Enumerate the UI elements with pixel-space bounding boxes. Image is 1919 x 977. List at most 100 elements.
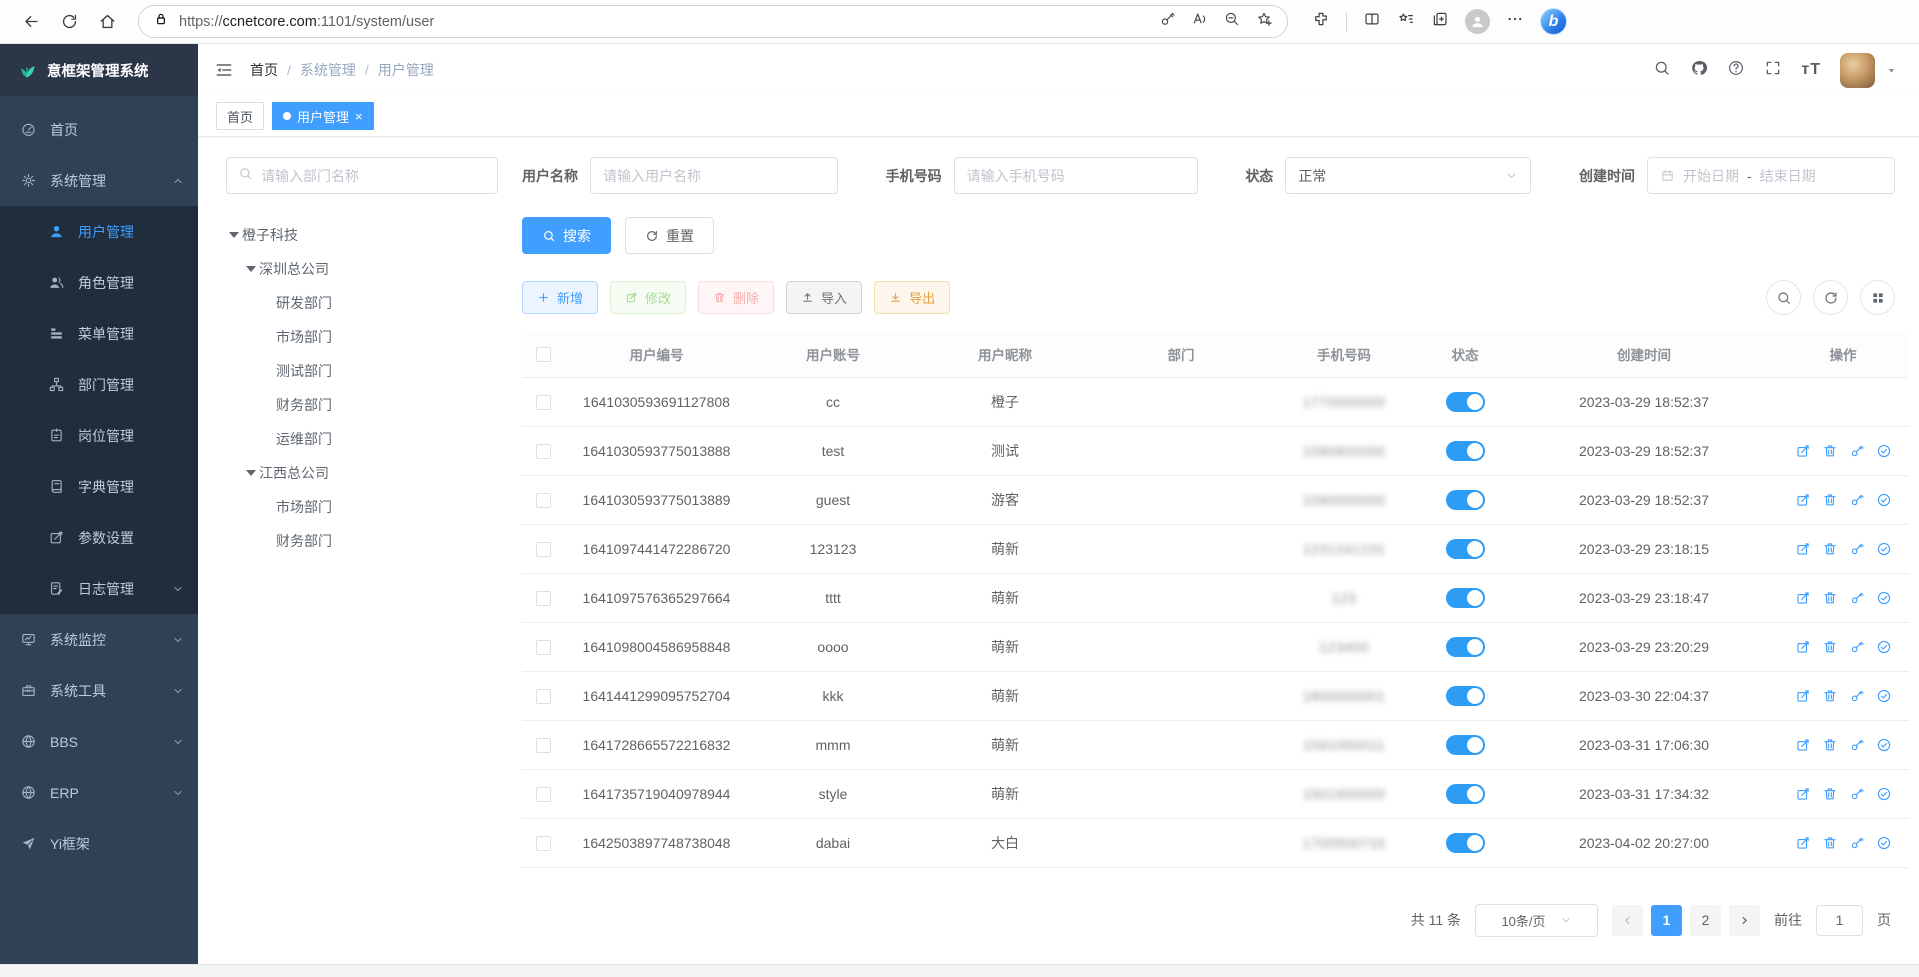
edit-square-icon[interactable] bbox=[1795, 835, 1811, 851]
edit-square-icon[interactable] bbox=[1795, 443, 1811, 459]
status-toggle[interactable] bbox=[1445, 489, 1485, 510]
edit-square-icon[interactable] bbox=[1795, 639, 1811, 655]
sidebar-item-系统管理[interactable]: 系统管理 bbox=[0, 155, 198, 206]
zoom-out-icon[interactable] bbox=[1223, 10, 1241, 33]
trash-icon[interactable] bbox=[1822, 590, 1838, 606]
status-toggle[interactable] bbox=[1445, 440, 1485, 461]
status-toggle[interactable] bbox=[1445, 783, 1485, 804]
tree-node-深圳总公司[interactable]: 深圳总公司 bbox=[226, 252, 498, 286]
search-icon[interactable] bbox=[1653, 59, 1671, 82]
copilot-icon[interactable]: b bbox=[1540, 8, 1567, 35]
row-checkbox[interactable] bbox=[535, 590, 551, 606]
row-checkbox[interactable] bbox=[535, 541, 551, 557]
sidebar-item-日志管理[interactable]: 日志管理 bbox=[0, 563, 198, 614]
导出-button[interactable]: 导出 bbox=[874, 281, 951, 314]
key-icon[interactable] bbox=[1849, 688, 1865, 704]
goto-page-input[interactable] bbox=[1816, 904, 1863, 936]
sidebar-item-菜单管理[interactable]: 菜单管理 bbox=[0, 308, 198, 359]
edit-square-icon[interactable] bbox=[1795, 541, 1811, 557]
refresh-icon[interactable] bbox=[1813, 280, 1848, 315]
collections-icon[interactable] bbox=[1431, 10, 1449, 33]
row-checkbox[interactable] bbox=[535, 394, 551, 410]
key-icon[interactable] bbox=[1849, 639, 1865, 655]
date-range-picker[interactable]: 开始日期 - 结束日期 bbox=[1646, 157, 1895, 194]
trash-icon[interactable] bbox=[1822, 835, 1838, 851]
sidebar-item-角色管理[interactable]: 角色管理 bbox=[0, 257, 198, 308]
row-checkbox[interactable] bbox=[535, 786, 551, 802]
edit-square-icon[interactable] bbox=[1795, 786, 1811, 802]
collapse-sidebar-icon[interactable] bbox=[214, 60, 234, 80]
read-aloud-icon[interactable] bbox=[1191, 10, 1209, 33]
row-checkbox[interactable] bbox=[535, 639, 551, 655]
check-circle-icon[interactable] bbox=[1876, 786, 1892, 802]
breadcrumb-item-首页[interactable]: 首页 bbox=[250, 62, 278, 78]
key-icon[interactable] bbox=[1849, 541, 1865, 557]
select-all-checkbox[interactable] bbox=[535, 347, 551, 363]
row-checkbox[interactable] bbox=[535, 835, 551, 851]
tree-node-研发部门[interactable]: 研发部门 bbox=[226, 286, 498, 320]
username-input[interactable] bbox=[603, 167, 825, 184]
page-button-2[interactable]: 2 bbox=[1690, 904, 1721, 936]
status-toggle[interactable] bbox=[1445, 734, 1485, 755]
key-icon[interactable] bbox=[1849, 443, 1865, 459]
edit-square-icon[interactable] bbox=[1795, 737, 1811, 753]
phone-input[interactable] bbox=[966, 167, 1185, 184]
page-button-1[interactable]: 1 bbox=[1651, 904, 1682, 936]
add-favorite-icon[interactable] bbox=[1255, 10, 1273, 33]
tree-node-橙子科技[interactable]: 橙子科技 bbox=[226, 218, 498, 252]
status-toggle[interactable] bbox=[1445, 685, 1485, 706]
key-icon[interactable] bbox=[1849, 737, 1865, 753]
sidebar-item-Yi框架[interactable]: Yi框架 bbox=[0, 818, 198, 869]
trash-icon[interactable] bbox=[1822, 688, 1838, 704]
check-circle-icon[interactable] bbox=[1876, 835, 1892, 851]
address-bar[interactable]: https://ccnetcore.com:1101/system/user bbox=[138, 5, 1288, 38]
status-select[interactable]: 正常 bbox=[1285, 157, 1532, 194]
status-toggle[interactable] bbox=[1445, 391, 1485, 412]
trash-icon[interactable] bbox=[1822, 737, 1838, 753]
status-toggle[interactable] bbox=[1445, 832, 1485, 853]
sidebar-item-岗位管理[interactable]: 岗位管理 bbox=[0, 410, 198, 461]
key-icon[interactable] bbox=[1849, 590, 1865, 606]
key-icon[interactable] bbox=[1849, 835, 1865, 851]
sidebar-item-系统工具[interactable]: 系统工具 bbox=[0, 665, 198, 716]
tree-node-市场部门[interactable]: 市场部门 bbox=[226, 490, 498, 524]
search-button[interactable]: 搜索 bbox=[522, 217, 611, 254]
tree-node-财务部门[interactable]: 财务部门 bbox=[226, 524, 498, 558]
tree-node-市场部门[interactable]: 市场部门 bbox=[226, 320, 498, 354]
tree-node-财务部门[interactable]: 财务部门 bbox=[226, 388, 498, 422]
extensions-icon[interactable] bbox=[1312, 10, 1330, 33]
dept-search-input[interactable] bbox=[261, 167, 486, 184]
help-icon[interactable] bbox=[1727, 59, 1745, 82]
check-circle-icon[interactable] bbox=[1876, 688, 1892, 704]
tab-首页[interactable]: 首页× bbox=[216, 102, 265, 130]
sidebar-item-BBS[interactable]: BBS bbox=[0, 716, 198, 767]
search-icon[interactable] bbox=[1766, 280, 1801, 315]
font-size-icon[interactable]: тT bbox=[1801, 61, 1821, 78]
key-icon[interactable] bbox=[1849, 786, 1865, 802]
reset-button[interactable]: 重置 bbox=[625, 217, 714, 254]
profile-icon[interactable] bbox=[1465, 9, 1490, 34]
row-checkbox[interactable] bbox=[535, 737, 551, 753]
tree-node-测试部门[interactable]: 测试部门 bbox=[226, 354, 498, 388]
trash-icon[interactable] bbox=[1822, 639, 1838, 655]
sidebar-item-用户管理[interactable]: 用户管理 bbox=[0, 206, 198, 257]
split-screen-icon[interactable] bbox=[1363, 10, 1381, 33]
github-icon[interactable] bbox=[1690, 59, 1708, 82]
sidebar-item-首页[interactable]: 首页 bbox=[0, 104, 198, 155]
close-icon[interactable]: × bbox=[355, 108, 363, 124]
trash-icon[interactable] bbox=[1822, 786, 1838, 802]
row-checkbox[interactable] bbox=[535, 443, 551, 459]
home-icon[interactable] bbox=[90, 6, 124, 38]
check-circle-icon[interactable] bbox=[1876, 590, 1892, 606]
row-checkbox[interactable] bbox=[535, 492, 551, 508]
sidebar-item-字典管理[interactable]: 字典管理 bbox=[0, 461, 198, 512]
fullscreen-icon[interactable] bbox=[1764, 59, 1782, 82]
prev-page-icon[interactable] bbox=[1612, 904, 1643, 936]
status-toggle[interactable] bbox=[1445, 636, 1485, 657]
avatar[interactable] bbox=[1840, 52, 1875, 88]
sidebar-item-参数设置[interactable]: 参数设置 bbox=[0, 512, 198, 563]
next-page-icon[interactable] bbox=[1729, 904, 1760, 936]
status-toggle[interactable] bbox=[1445, 587, 1485, 608]
more-icon[interactable] bbox=[1506, 10, 1524, 33]
edit-square-icon[interactable] bbox=[1795, 590, 1811, 606]
